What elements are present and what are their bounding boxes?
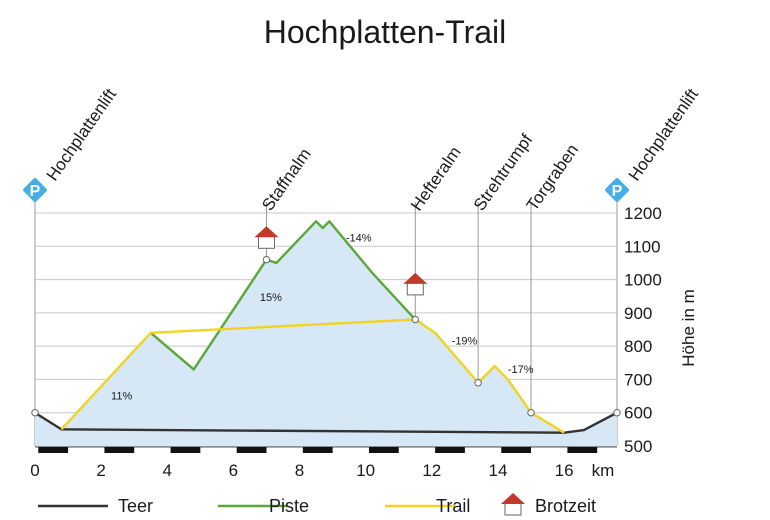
waypoint-label: Hochplattenlift — [43, 85, 121, 184]
y-tick-label: 900 — [624, 304, 652, 323]
axes: 500 600 700 800 900 1000 1100 1200 0 2 4 6 8 10 12 14 16… — [30, 204, 698, 480]
x-tick-label: 0 — [30, 461, 39, 480]
legend-label: Brotzeit — [535, 496, 596, 516]
grade-label: -17% — [508, 364, 534, 376]
km-bar-segment — [104, 447, 135, 453]
x-tick-label: 16 — [555, 461, 574, 480]
legend-label: Teer — [118, 496, 153, 516]
open-points — [31, 255, 621, 417]
legend-label: Trail — [436, 496, 470, 516]
km-bar-segment — [236, 447, 267, 453]
profile-point — [474, 379, 482, 387]
y-tick-label: 800 — [624, 337, 652, 356]
waypoint-label: Staffnalm — [258, 145, 315, 214]
km-bar-segment — [170, 447, 201, 453]
grade-label: 15% — [260, 292, 282, 304]
km-bar-segment — [368, 447, 399, 453]
km-bar-segment — [302, 447, 333, 453]
parking-icon — [23, 178, 47, 202]
x-tick-label: 14 — [488, 461, 507, 480]
waypoint-label: Torgraben — [523, 141, 582, 215]
grade-label: -14% — [346, 232, 372, 244]
profile-point — [411, 315, 419, 324]
x-tick-label: 2 — [96, 461, 105, 480]
legend-hut-roof — [501, 493, 525, 504]
x-tick-label: 10 — [356, 461, 375, 480]
parking-icon — [605, 178, 629, 202]
y-tick-label: 500 — [624, 437, 652, 456]
parking-icon-letter: P — [30, 183, 41, 200]
km-bar-segment — [567, 447, 598, 453]
km-bar-segment — [501, 447, 532, 453]
grade-labels: 11% 15% -14% -19% -17% — [111, 232, 534, 402]
series-line-teer — [34, 411, 618, 434]
y-tick-label: 1200 — [624, 204, 662, 223]
grade-label: -19% — [452, 335, 478, 347]
km-bar-segment — [435, 447, 465, 453]
profile-point — [31, 409, 39, 417]
x-tick-label: 6 — [229, 461, 238, 480]
y-tick-label: 700 — [624, 370, 652, 389]
series-line-piste — [149, 220, 417, 371]
waypoint-label: Hochplattenlift — [625, 85, 703, 184]
km-bar-segment — [38, 447, 69, 453]
brotzeit-hut-body — [257, 235, 275, 249]
x-tick-label: 4 — [163, 461, 172, 480]
brotzeit-hut-roof — [254, 226, 279, 238]
x-unit-label: km — [592, 461, 615, 480]
legend: Teer Piste Trail Brotzeit — [38, 493, 596, 516]
x-tick-label: 12 — [422, 461, 441, 480]
profile-area — [35, 221, 617, 446]
profile-point — [527, 409, 535, 417]
grade-label: 11% — [111, 390, 132, 402]
elevation-fill — [35, 221, 617, 446]
y-tick-label: 1000 — [624, 271, 662, 290]
legend-label: Piste — [269, 496, 309, 516]
profile-point — [613, 409, 621, 417]
chart-title: Hochplatten-Trail — [263, 14, 507, 50]
y-tick-label: 600 — [624, 404, 652, 423]
y-axis-label: Höhe in m — [679, 289, 698, 366]
legend-hut-body — [504, 502, 522, 516]
y-tick-label: 1100 — [624, 237, 661, 256]
brotzeit-hut-body — [406, 282, 424, 296]
x-tick-label: 8 — [295, 461, 304, 480]
profile-point — [262, 255, 271, 264]
parking-icon-letter: P — [612, 183, 623, 200]
waypoint-label: Hefteralm — [407, 143, 465, 214]
brotzeit-hut-roof — [403, 272, 428, 284]
